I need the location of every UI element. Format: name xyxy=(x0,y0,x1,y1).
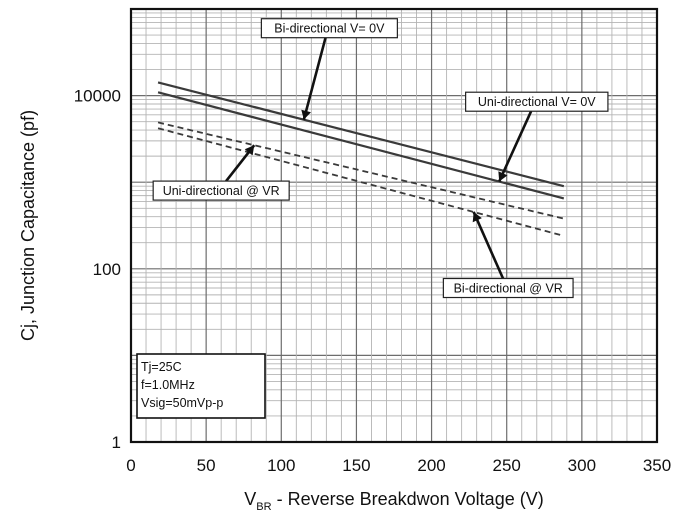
x-tick-label: 50 xyxy=(197,456,216,475)
x-axis-label-subscript: BR xyxy=(256,501,271,513)
x-axis-label: VBR - Reverse Breakdwon Voltage (V) xyxy=(244,489,543,513)
series-layer xyxy=(157,81,565,237)
callout-layer: Bi-directional V= 0V Uni-directional V= 0… xyxy=(152,18,609,299)
callout-box-3 xyxy=(152,180,290,201)
x-tick-label: 0 xyxy=(126,456,135,475)
callout-box-2 xyxy=(465,91,609,112)
callout-box-4 xyxy=(442,277,574,299)
series-line-1 xyxy=(157,81,565,188)
x-axis-label-rest: - Reverse Breakdwon Voltage (V) xyxy=(272,489,544,509)
series-line-2 xyxy=(157,91,565,200)
x-tick-label: 300 xyxy=(568,456,596,475)
x-tick-label: 250 xyxy=(493,456,521,475)
condition-line: Tj=25C xyxy=(141,360,182,374)
conditions-frame xyxy=(136,353,266,419)
callout-box-1 xyxy=(260,18,398,39)
callout-arrow-2 xyxy=(498,110,533,183)
x-tick-label: 100 xyxy=(267,456,295,475)
y-tick-label: 100 xyxy=(93,260,121,279)
x-axis-label-main: V xyxy=(244,489,256,509)
callout-label-3: Uni-directional @ VR xyxy=(163,184,280,198)
x-tick-label: 200 xyxy=(417,456,445,475)
y-axis-label: Cj, Junction Capacitance (pf) xyxy=(18,110,38,341)
callout-label-4: Bi-directional @ VR xyxy=(454,282,563,296)
callout-arrow-4 xyxy=(472,211,505,280)
condition-line: Vsig=50mVp-p xyxy=(141,396,223,410)
callout-arrowhead-1 xyxy=(301,109,311,120)
x-tick-label: 350 xyxy=(643,456,671,475)
callout-label-1: Bi-directional V= 0V xyxy=(274,22,385,36)
plot-frame xyxy=(129,7,659,444)
callout-arrowhead-2 xyxy=(498,171,508,182)
callout-arrowhead-3 xyxy=(244,145,255,156)
x-tick-label: 150 xyxy=(342,456,370,475)
condition-line: f=1.0MHz xyxy=(141,378,195,392)
x-tick-labels: 0 50 100 150 200 250 300 350 xyxy=(126,456,671,475)
callout-label-2: Uni-directional V= 0V xyxy=(478,95,596,109)
y-tick-label: 10000 xyxy=(74,87,121,106)
y-tick-label: 1 xyxy=(112,433,121,452)
callout-arrow-1 xyxy=(302,37,327,121)
conditions-box: Tj=25C f=1.0MHz Vsig=50mVp-p xyxy=(136,353,266,419)
y-tick-labels: 1 100 10000 xyxy=(74,87,121,452)
callout-arrowhead-4 xyxy=(472,211,482,223)
